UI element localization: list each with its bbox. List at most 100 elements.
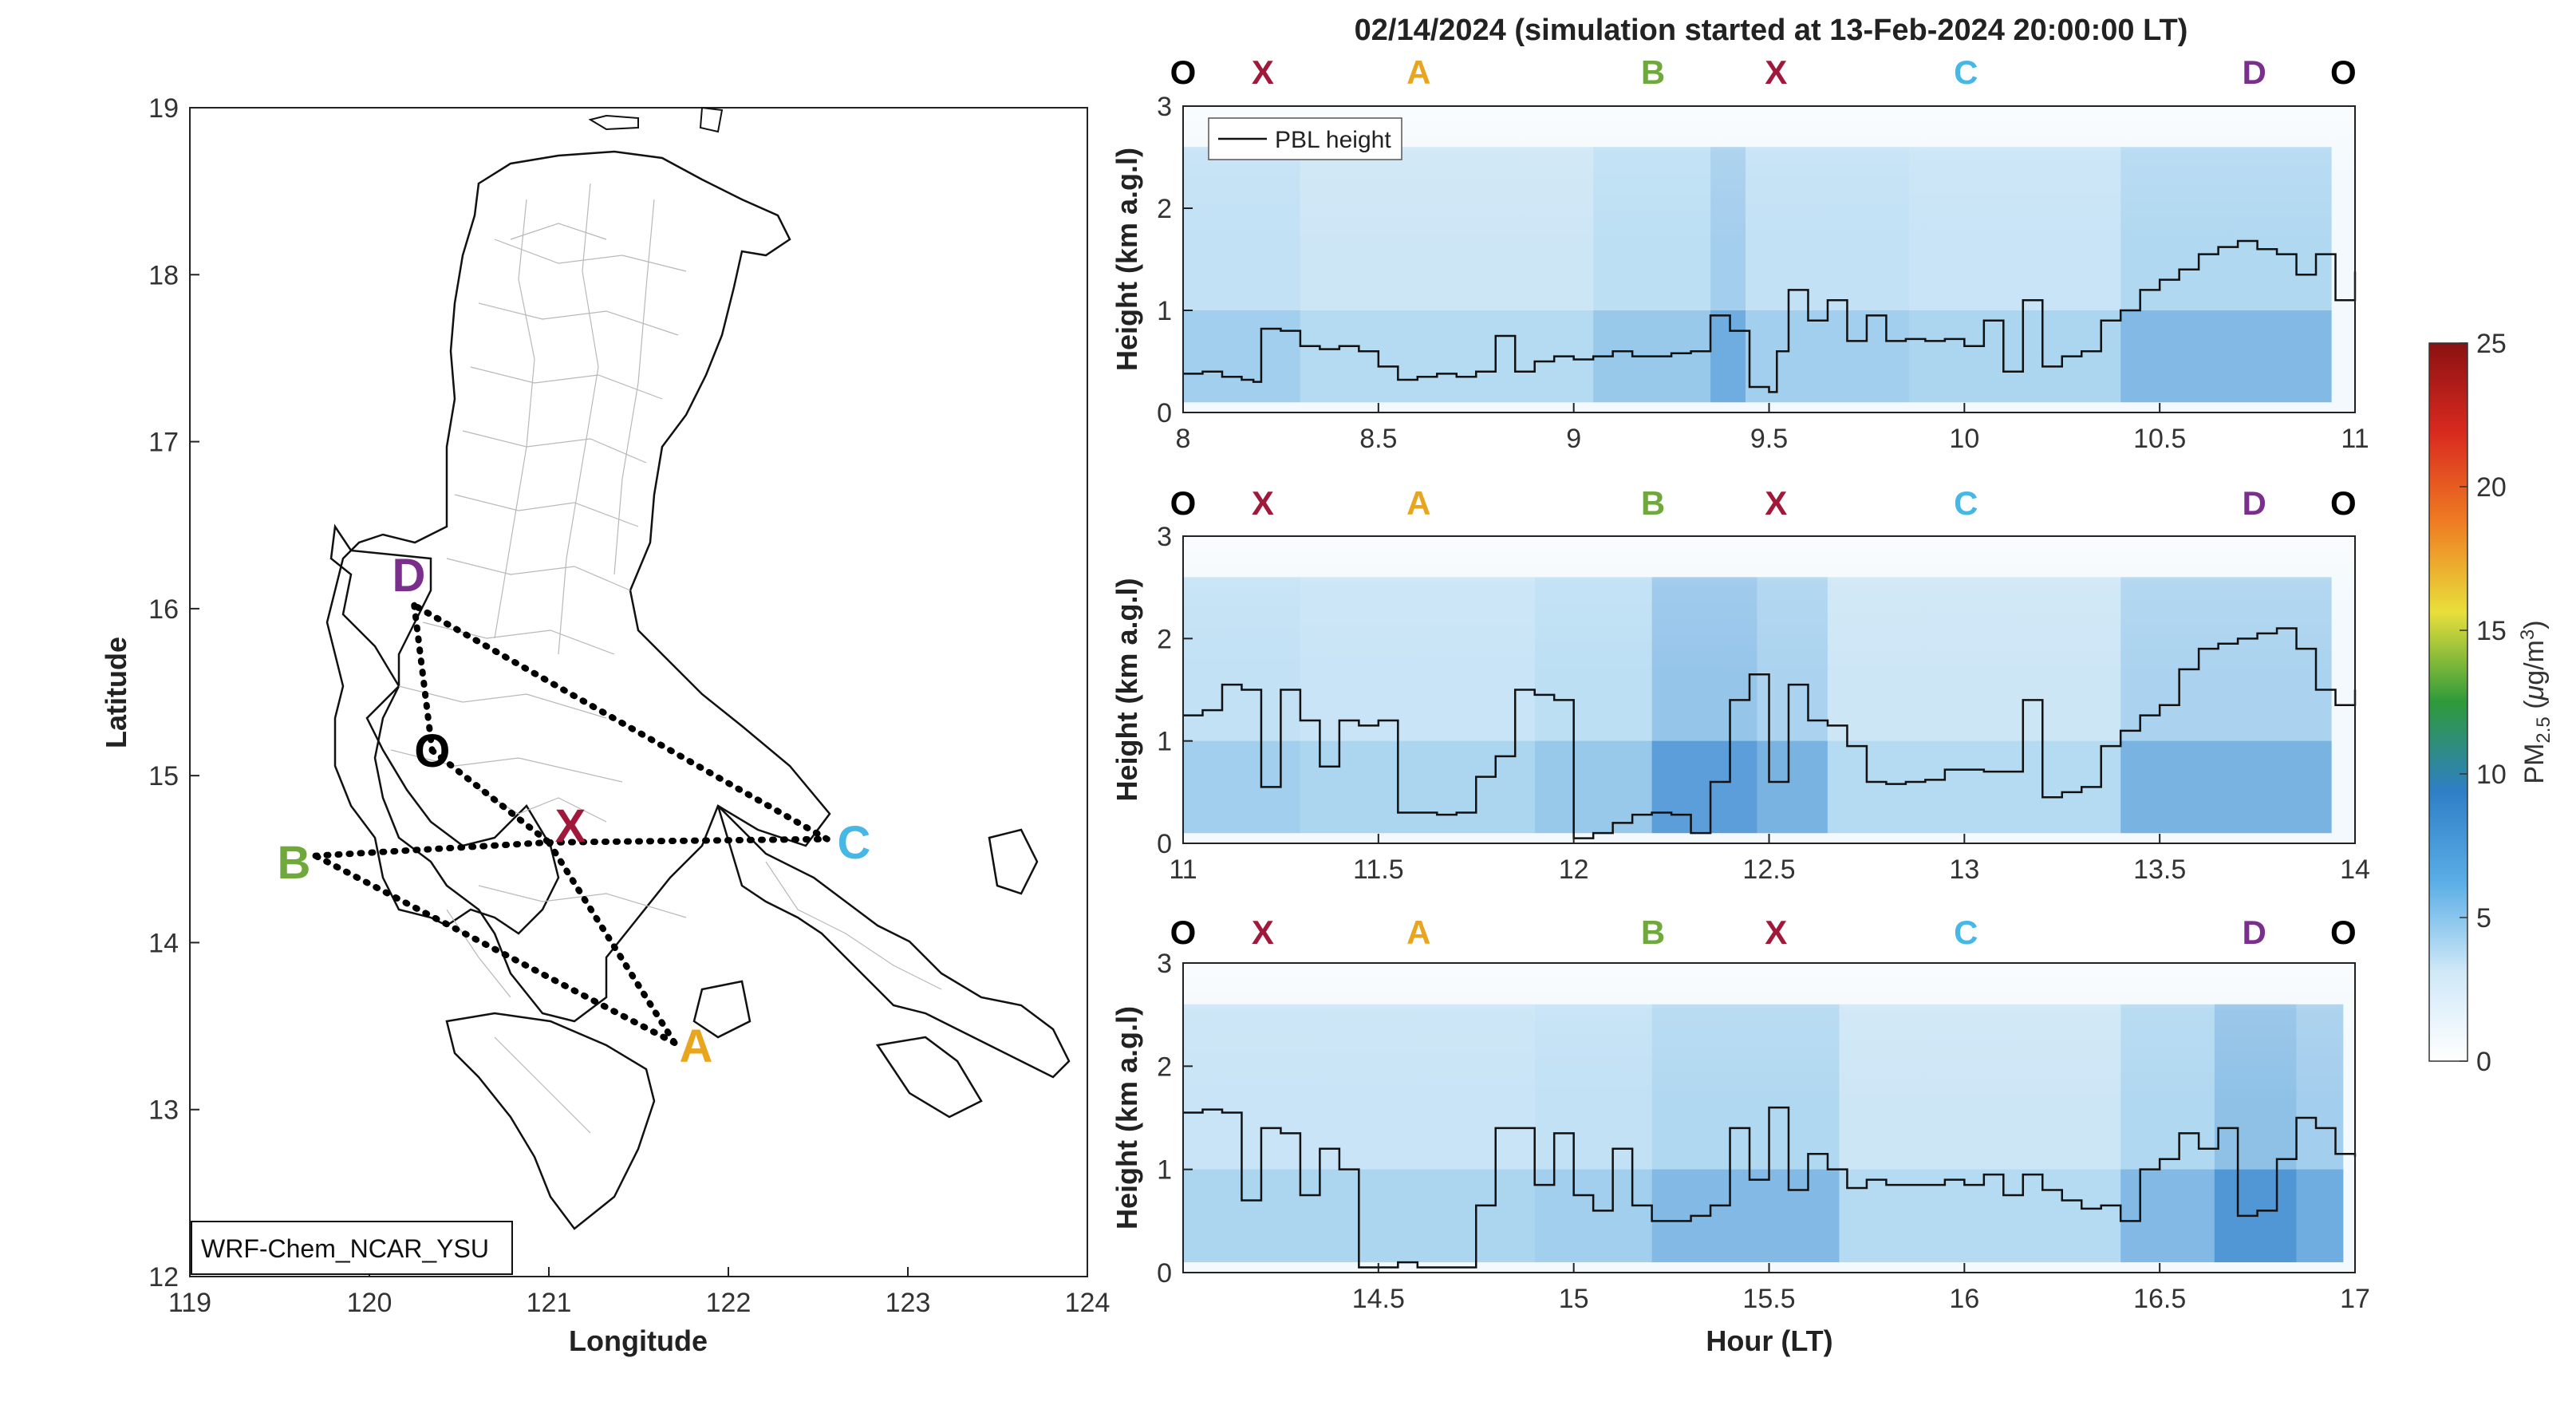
colorbar-label-unit-open: (	[2519, 700, 2550, 716]
route-segment	[312, 852, 678, 1046]
panel-ylabel: Height (km a.g.l)	[1110, 148, 1143, 371]
panel-xtick-label: 10.5	[2133, 424, 2186, 454]
segment-label-X: X	[1252, 53, 1274, 91]
map-ytick-label: 14	[148, 928, 179, 958]
pm-shading-low	[1710, 310, 1746, 403]
curtain-panel-3: 14.5 15 15.5 16 16.5 17 0 1 2 3 Height (km a.g.l) O…	[1110, 914, 2370, 1314]
segment-label-A: A	[1406, 484, 1430, 522]
segment-label-X: X	[1765, 914, 1787, 951]
panel-ytick-label: 1	[1157, 1155, 1172, 1186]
colorbar-label: PM2.5 (μg/m3)	[2517, 620, 2554, 783]
segment-label-D: D	[2242, 53, 2266, 91]
segment-label-X: X	[1765, 53, 1787, 91]
pm-shading-low	[2120, 740, 2332, 834]
model-label-box	[191, 1221, 513, 1275]
colorbar-body	[2428, 342, 2468, 1062]
pm-shading-low	[1651, 1169, 1840, 1263]
segment-label-A: A	[1406, 914, 1430, 951]
pm-fade	[1183, 963, 2355, 1103]
colorbar-label-unit-mu: μ	[2519, 685, 2550, 701]
panel-ytick-label: 0	[1157, 1258, 1172, 1289]
segment-label-C: C	[1954, 914, 1978, 951]
panel-xtick-label: 16.5	[2133, 1284, 2186, 1314]
map-xtick-label: 124	[1065, 1288, 1110, 1318]
panel-xtick-label: 15	[1559, 1284, 1589, 1314]
map-ytick-label: 12	[148, 1262, 179, 1293]
model-label: WRF-Chem_NCAR_YSU	[201, 1234, 489, 1263]
colorbar-tick-label: 10	[2476, 760, 2507, 790]
pm-shading-low	[1839, 1169, 2121, 1263]
panel-ytick-label: 3	[1157, 949, 1172, 979]
segment-label-C: C	[1954, 484, 1978, 522]
panel-xtick-label: 14	[2340, 855, 2370, 885]
panel-xtick-label: 14.5	[1352, 1284, 1405, 1314]
map-ytick-label: 19	[148, 93, 179, 124]
map-land-outline	[325, 106, 1071, 1230]
map-axes: 119 120 121 122 123 124 12 13 14 15 16 17 18 19	[148, 93, 1110, 1318]
panel-ylabel: Height (km a.g.l)	[1110, 1006, 1143, 1229]
colorbar-tick-label: 0	[2476, 1047, 2491, 1077]
route-segment	[411, 602, 436, 754]
panel-xtick-label: 11.5	[1353, 855, 1404, 885]
legend-label: PBL height	[1275, 127, 1391, 153]
panel-ytick-label: 3	[1157, 522, 1172, 552]
pm-shading-low	[2120, 1169, 2215, 1263]
panel-xtick-label: 13.5	[2133, 855, 2186, 885]
waypoint-label-C: C	[838, 817, 871, 869]
panel-xtick-label: 8	[1176, 424, 1191, 454]
panel-xtick-label: 11	[1169, 855, 1197, 885]
panel-xtick-label: 11	[2341, 424, 2369, 454]
pm-shading-low	[2120, 310, 2332, 403]
waypoint-label-B: B	[278, 837, 311, 889]
pm-shading-low	[1909, 310, 2121, 403]
panel-ytick-label: 1	[1157, 296, 1172, 326]
map-xtick-label: 119	[168, 1288, 211, 1318]
panel-xtick-label: 12.5	[1742, 855, 1795, 885]
segment-label-D: D	[2242, 914, 2266, 951]
pbl-height-line	[1183, 1106, 2357, 1269]
segment-label-B: B	[1641, 484, 1665, 522]
route-segment	[428, 747, 552, 846]
map-ytick-label: 17	[148, 428, 179, 458]
map-ytick-label: 13	[148, 1095, 179, 1126]
colorbar-tick-label: 15	[2476, 616, 2507, 646]
segment-label-O: O	[2330, 484, 2357, 522]
segment-label-O: O	[1170, 484, 1197, 522]
pm-fade	[1183, 536, 2355, 675]
segment-label-X: X	[1252, 484, 1274, 522]
colorbar-label-sub: 2.5	[2533, 716, 2554, 743]
panel-xtick-label: 12	[1559, 855, 1589, 885]
pm-shading-low	[1827, 740, 2121, 834]
map-ytick-label: 18	[148, 260, 179, 290]
segment-label-B: B	[1641, 914, 1665, 951]
pm-shading-low	[1183, 310, 1300, 403]
pm-shading-low	[1534, 740, 1652, 834]
segment-label-X: X	[1252, 914, 1274, 951]
colorbar-label-unit-close: )	[2519, 620, 2550, 629]
map-xlabel: Longitude	[569, 1324, 708, 1357]
panel-xtick-label: 15.5	[1742, 1284, 1795, 1314]
colorbar-label-sup: 3	[2517, 630, 2539, 640]
waypoint-label-X: X	[555, 800, 586, 852]
segment-label-O: O	[2330, 914, 2357, 951]
panel-xtick-label: 13	[1949, 855, 1979, 885]
figure-title: 02/14/2024 (simulation started at 13-Feb…	[1355, 14, 2188, 47]
colorbar-tick-label: 5	[2476, 903, 2491, 933]
panel-ytick-label: 0	[1157, 829, 1172, 859]
pm-shading-low	[1300, 740, 1535, 834]
panel-xtick-label: 17	[2340, 1284, 2370, 1314]
map-ylabel: Latitude	[100, 637, 132, 748]
colorbar-label-pm: PM	[2519, 744, 2550, 784]
colorbar-tick-label: 25	[2476, 329, 2507, 359]
panel-xtick-label: 9	[1566, 424, 1581, 454]
panel-ytick-label: 0	[1157, 398, 1172, 428]
segment-label-O: O	[1170, 914, 1197, 951]
panel-xlabel: Hour (LT)	[1706, 1324, 1832, 1357]
panel-ytick-label: 2	[1157, 624, 1172, 654]
pm-shading-low	[1183, 740, 1300, 834]
waypoint-label-A: A	[680, 1020, 713, 1072]
panel-ytick-label: 3	[1157, 92, 1172, 122]
pm-shading-low	[1746, 310, 1910, 403]
